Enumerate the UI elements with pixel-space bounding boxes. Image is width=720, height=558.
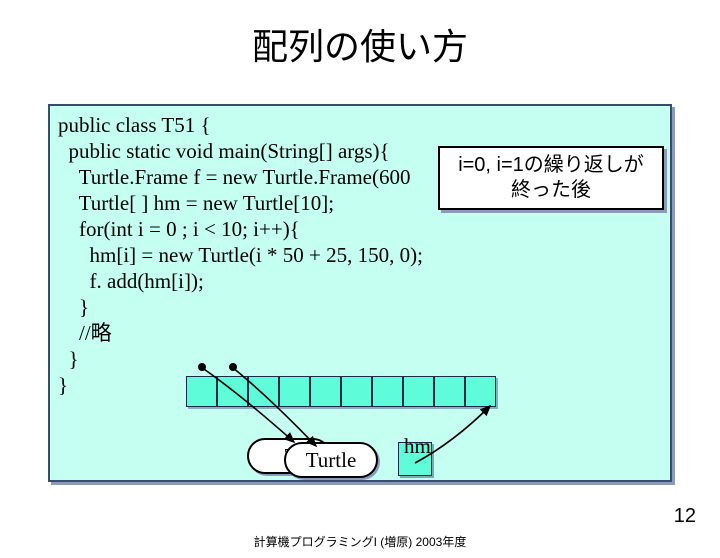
turtle-label-2: Turtle — [306, 448, 357, 473]
array-cell — [465, 376, 496, 407]
footer-text: 計算機プログラミングI (増原) 2003年度 — [0, 533, 720, 550]
turtle-object-2: Turtle — [284, 442, 378, 478]
array-cell — [403, 376, 434, 407]
reference-dot — [198, 363, 206, 371]
array-cell — [248, 376, 279, 407]
page-title: 配列の使い方 — [0, 18, 720, 70]
array-cell — [279, 376, 310, 407]
array-cell — [434, 376, 465, 407]
callout: i=0, i=1の繰り返しが 終った後 — [438, 146, 664, 210]
array-cell — [217, 376, 248, 407]
array-cell — [341, 376, 372, 407]
reference-dot — [229, 363, 237, 371]
array-row — [186, 376, 496, 407]
hm-label: hm — [404, 434, 431, 459]
code-snippet: public class T51 { public static void ma… — [58, 112, 423, 398]
array-cell — [372, 376, 403, 407]
callout-text: i=0, i=1の繰り返しが 終った後 — [458, 153, 644, 203]
array-cell — [186, 376, 217, 407]
array-cell — [310, 376, 341, 407]
slide-number: 12 — [674, 505, 696, 528]
